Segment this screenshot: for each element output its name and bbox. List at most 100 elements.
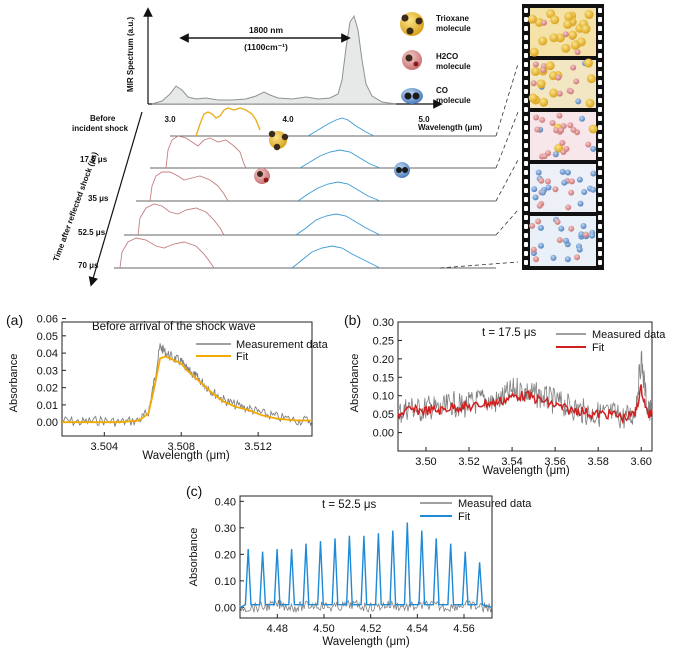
panel-a-xtick-label: 3.504 [91, 441, 119, 453]
panel-a-measured-line [61, 343, 313, 427]
film-sprocket [524, 80, 528, 85]
film-molecule [545, 184, 552, 191]
film-molecule [529, 47, 539, 57]
panel-b-ytick-label: 0.15 [373, 372, 394, 384]
film-molecule [550, 254, 557, 261]
film-molecule [564, 12, 574, 22]
film-molecule [568, 178, 575, 185]
panel-a-ytick-label: 0.04 [37, 348, 58, 360]
film-molecule [563, 19, 573, 29]
panel-b-xtick-label: 3.60 [631, 456, 652, 468]
film-molecule [533, 256, 540, 263]
mir-spectrum [151, 14, 397, 105]
film-sprocket [524, 62, 528, 67]
film-sprocket [598, 17, 602, 22]
film-molecule [570, 126, 577, 133]
film-molecule [556, 237, 563, 244]
film-molecule [549, 33, 559, 43]
panel-b-ytick-label: 0.00 [373, 428, 394, 440]
panel-c-ytick-label: 0.10 [215, 576, 236, 588]
legend-h2co-label-2: molecule [436, 62, 471, 71]
film-sprocket [524, 215, 528, 220]
film-sprocket [598, 188, 602, 193]
row-label-35: 35 μs [88, 194, 109, 203]
film-molecule [558, 127, 565, 134]
film-molecule [534, 126, 541, 133]
panel-a-ytick-label: 0.03 [37, 365, 58, 377]
film-molecule [532, 194, 539, 201]
film-sprocket [598, 152, 602, 157]
film-molecule [549, 120, 556, 127]
film-molecule [541, 19, 548, 26]
film-molecule [585, 141, 592, 148]
film-molecule [534, 17, 544, 27]
film-molecule [540, 67, 547, 74]
film-molecule [537, 242, 544, 249]
panel-a-ytick-label: 0.06 [37, 314, 58, 326]
panel-b-xtick-label: 3.56 [544, 456, 565, 468]
row4-co-spectrum [291, 245, 381, 269]
film-sprocket [598, 224, 602, 229]
film-molecule [574, 254, 581, 261]
panel-b-fit-line [397, 384, 653, 425]
film-sprocket [524, 242, 528, 247]
row-label-before: Before [90, 114, 116, 123]
panel-c-label: (c) [186, 483, 202, 499]
film-molecule [552, 151, 559, 158]
film-molecule [561, 179, 568, 186]
film-sprocket [524, 116, 528, 121]
film-molecule [554, 218, 561, 225]
panel-b-xtick-label: 3.58 [587, 456, 608, 468]
panel-b-plot-frame [397, 321, 653, 452]
film-sprocket [524, 26, 528, 31]
film-molecule [552, 186, 559, 193]
panel-b-ytick-label: 0.05 [373, 409, 394, 421]
film-sprocket [598, 62, 602, 67]
panel-a-legend: Measurement data Fit [196, 339, 329, 363]
film-molecule [533, 114, 540, 121]
panel-c-xlabel: Wavelength (μm) [322, 636, 410, 648]
film-molecule [561, 43, 571, 53]
panel-a-xtick-label: 3.512 [244, 441, 272, 453]
film-sprocket [598, 179, 602, 184]
panel-b-label: (b) [344, 312, 361, 328]
film-sprocket [598, 251, 602, 256]
film-molecule [535, 169, 542, 176]
mir-axis-label: MIR Spectrum (a.u.) [126, 17, 135, 92]
film-molecule [579, 115, 586, 122]
film-molecule [530, 246, 537, 253]
film-sprocket [598, 125, 602, 130]
top-figure: MIR Spectrum (a.u.) 1800 nm (1100cm⁻¹) 3… [51, 4, 604, 287]
film-molecule [539, 116, 546, 123]
film-molecule [550, 15, 560, 25]
wl-tick-5: 5.0 [418, 115, 430, 124]
film-molecule [556, 90, 563, 97]
panel-c-legend: Measured data Fit [420, 498, 532, 523]
legend-h2co-icon [402, 50, 422, 70]
film-sprocket [524, 224, 528, 229]
film-sprocket [598, 197, 602, 202]
film-molecule [568, 189, 575, 196]
film-molecule [530, 80, 537, 87]
film-sprocket [598, 206, 602, 211]
film-molecule [535, 218, 542, 225]
film-sprocket [524, 206, 528, 211]
film-sprocket [524, 188, 528, 193]
wl-axis-label: Wavelength (μm) [418, 123, 482, 132]
film-molecule [549, 88, 559, 98]
film-sprocket [524, 98, 528, 103]
film-molecule [538, 177, 545, 184]
row1-spectrum [165, 135, 247, 169]
film-sprocket [598, 170, 602, 175]
film-molecule [556, 112, 563, 119]
panel-a-ytick-label: 0.01 [37, 400, 58, 412]
film-molecule [563, 237, 570, 244]
film-molecule [568, 225, 575, 232]
film-molecule [555, 33, 565, 43]
film-sprocket [524, 89, 528, 94]
panel-b-xtick-label: 3.50 [415, 456, 436, 468]
film-sprocket [598, 35, 602, 40]
panel-b-title: t = 17.5 μs [482, 327, 537, 339]
panel-c-ytick-label: 0.30 [215, 523, 236, 535]
